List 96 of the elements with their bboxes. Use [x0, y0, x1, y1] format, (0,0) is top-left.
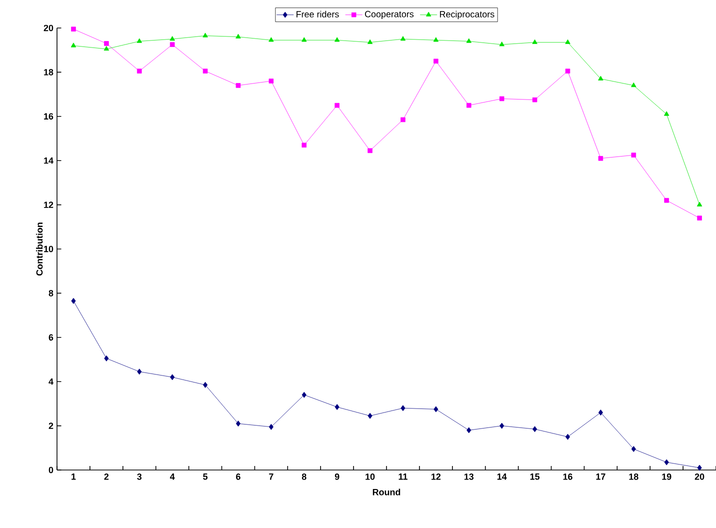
legend-label: Cooperators [365, 10, 414, 20]
point [368, 148, 372, 154]
point [202, 32, 208, 38]
x-tick-label: 1 [72, 474, 76, 480]
point [664, 198, 669, 203]
point [170, 374, 175, 380]
point [433, 37, 439, 42]
x-tick-label: 12 [432, 474, 441, 480]
point [104, 46, 110, 51]
x-tick-label: 18 [629, 474, 638, 480]
x-tick-label: 9 [334, 474, 340, 480]
x-axis-title: Round [372, 488, 400, 496]
point [631, 82, 636, 88]
y-tick-label: 8 [48, 290, 54, 296]
y-tick-label: 0 [48, 466, 54, 474]
y-tick-label: 20 [44, 24, 54, 32]
x-tick-label: 8 [302, 474, 306, 480]
point [565, 434, 570, 440]
point [532, 426, 538, 432]
point [367, 39, 373, 44]
point [236, 420, 241, 427]
x-tick-label: 13 [464, 474, 474, 480]
point [70, 42, 76, 48]
point [400, 117, 406, 122]
point [236, 83, 241, 88]
point [499, 42, 504, 46]
point [170, 36, 175, 41]
y-tick-label: 18 [44, 69, 54, 76]
point [268, 37, 274, 42]
point [104, 355, 109, 362]
point [302, 37, 307, 42]
point [71, 298, 76, 304]
y-tick-label: 4 [48, 378, 54, 385]
x-tick-label: 19 [662, 474, 672, 480]
point [302, 392, 306, 398]
point [664, 459, 669, 466]
x-tick-label: 15 [530, 474, 540, 480]
legend-label: Free riders [296, 10, 339, 18]
x-tick-label: 4 [170, 474, 175, 480]
point [334, 37, 340, 42]
point [631, 152, 636, 158]
point [400, 36, 406, 41]
y-tick-label: 10 [44, 246, 54, 252]
point [532, 39, 538, 44]
legend-label: Reciprocators [440, 10, 494, 20]
point [268, 424, 274, 430]
point [598, 76, 604, 80]
point [565, 39, 570, 44]
x-tick-label: 7 [269, 474, 274, 480]
y-tick-label: 16 [44, 113, 54, 120]
point [104, 41, 109, 46]
point [499, 96, 504, 102]
point [598, 410, 603, 416]
point [466, 427, 472, 434]
point [466, 38, 472, 43]
x-tick-label: 2 [104, 474, 109, 480]
point [434, 406, 438, 412]
y-tick-label: 12 [44, 202, 54, 208]
y-axis-title: Contribution [36, 222, 43, 276]
point [434, 58, 438, 64]
point [334, 102, 340, 108]
point [466, 102, 472, 108]
x-tick-label: 17 [596, 474, 606, 480]
point [136, 38, 142, 43]
x-tick-label: 3 [137, 474, 142, 480]
x-tick-label: 10 [366, 474, 375, 480]
point [368, 412, 372, 419]
point [202, 68, 208, 74]
point [598, 156, 604, 161]
x-tick-label: 14 [497, 474, 507, 480]
point [500, 422, 504, 429]
x-tick-label: 6 [236, 474, 240, 480]
x-tick-label: 20 [694, 474, 704, 480]
point [696, 202, 702, 206]
point [532, 97, 538, 102]
x-tick-label: 5 [203, 474, 208, 480]
point [268, 78, 274, 84]
point [137, 368, 142, 375]
x-tick-label: 16 [563, 474, 572, 480]
point [202, 382, 208, 388]
point [302, 142, 307, 148]
y-tick-label: 14 [44, 158, 54, 164]
point [697, 464, 702, 471]
y-tick-label: 2 [48, 422, 54, 429]
point [400, 405, 406, 412]
point [334, 404, 340, 410]
point [136, 68, 142, 74]
point [170, 42, 175, 47]
point [565, 68, 570, 74]
point [631, 446, 636, 452]
point [71, 26, 76, 32]
x-tick-label: 11 [398, 474, 408, 480]
point [236, 34, 241, 38]
point [697, 216, 702, 220]
point [664, 111, 670, 116]
y-tick-label: 6 [48, 334, 54, 341]
